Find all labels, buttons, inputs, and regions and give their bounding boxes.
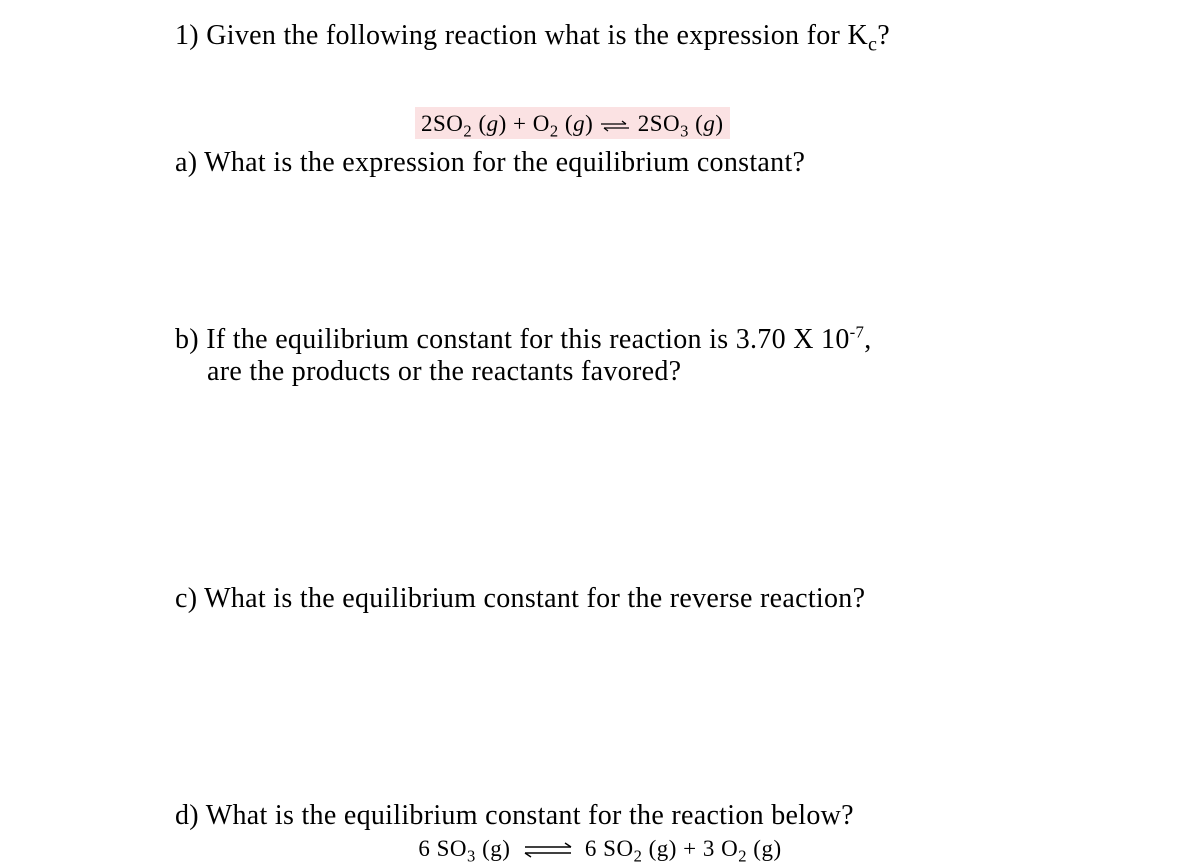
equilibrium-arrow-icon xyxy=(601,119,629,133)
equilibrium-arrow-icon xyxy=(521,842,575,858)
part-b: b) If the equilibrium constant for this … xyxy=(175,324,1025,388)
eq2-reactant: 6 SO xyxy=(418,836,467,861)
reaction-equation: 2SO2 (g) + O2 (g) 2SO3 (g) xyxy=(415,107,730,139)
eq2-product2: (g) + 3 O xyxy=(642,836,738,861)
question-title-text: Given the following reaction what is the… xyxy=(206,20,868,51)
part-b-label: b) xyxy=(175,324,199,355)
part-c-text: What is the equilibrium constant for the… xyxy=(197,583,865,614)
eq1-state1-var: g xyxy=(487,111,499,136)
question-title-suffix: ? xyxy=(877,20,890,51)
eq2-sub1: 3 xyxy=(467,847,476,866)
part-b-exponent: -7 xyxy=(850,323,865,342)
eq1-state3-var: g xyxy=(703,111,715,136)
eq1-sub1: 2 xyxy=(463,122,472,141)
part-b-text2: are the products or the reactants favore… xyxy=(207,356,1025,388)
equation-d: 6 SO3 (g) 6 SO2 (g) + 3 O2 (g) xyxy=(175,836,1025,862)
eq1-state2-close: ) xyxy=(585,111,593,136)
part-a-label: a) xyxy=(175,147,197,178)
question-number: 1) xyxy=(175,20,199,51)
eq1-product: 2SO xyxy=(631,111,680,136)
eq1-state3-close: ) xyxy=(715,111,723,136)
question-title: 1) Given the following reaction what is … xyxy=(175,20,1025,52)
part-c-label: c) xyxy=(175,583,197,614)
eq1-state1-open: ( xyxy=(472,111,486,136)
eq1-sub2: 2 xyxy=(550,122,559,141)
part-d-text: What is the equilibrium constant for the… xyxy=(199,800,854,831)
part-b-comma: , xyxy=(864,324,871,355)
part-a: a) What is the expression for the equili… xyxy=(175,147,1025,179)
part-b-text1: If the equilibrium constant for this rea… xyxy=(199,324,850,355)
eq1-state2-open: ( xyxy=(559,111,573,136)
eq2-sub3: 2 xyxy=(738,847,747,866)
eq2-state1: (g) xyxy=(476,836,511,861)
part-a-text: What is the expression for the equilibri… xyxy=(197,147,805,178)
eq1-sub3: 3 xyxy=(680,122,689,141)
eq2-state3: (g) xyxy=(747,836,782,861)
eq2-product1: 6 SO xyxy=(579,836,634,861)
eq1-state2-var: g xyxy=(573,111,585,136)
eq1-reactant2: ) + O xyxy=(499,111,550,136)
kc-subscript: c xyxy=(868,34,877,56)
part-d: d) What is the equilibrium constant for … xyxy=(175,800,1025,832)
eq1-state3-open: ( xyxy=(689,111,703,136)
eq1-reactant1: 2SO xyxy=(421,111,463,136)
part-c: c) What is the equilibrium constant for … xyxy=(175,583,1025,615)
part-d-label: d) xyxy=(175,800,199,831)
